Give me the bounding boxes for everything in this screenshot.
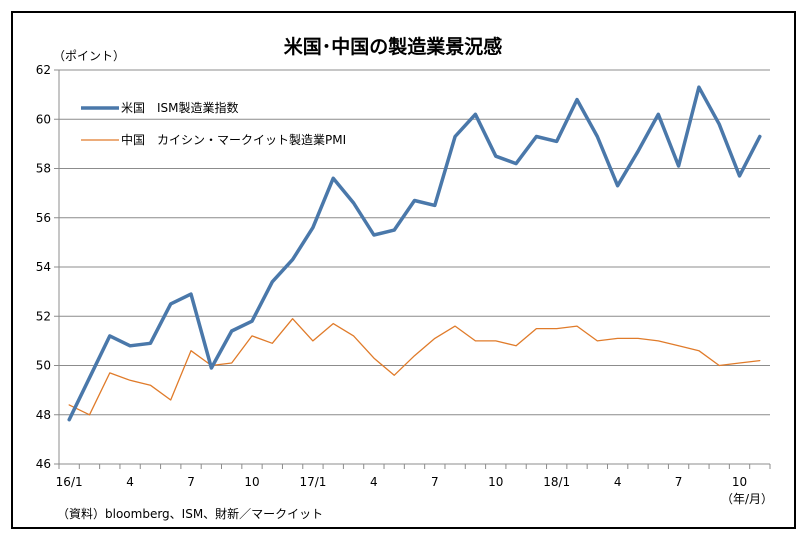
series-group (67, 85, 762, 422)
x-tick-label: 4 (614, 475, 622, 489)
y-tick-label: 48 (36, 408, 51, 422)
legend-label-us: 米国 ISM製造業指数 (121, 100, 239, 115)
y-tick-label: 50 (36, 359, 51, 373)
series-line-us-ism (67, 85, 762, 422)
source-note: （資料）bloomberg、ISM、財新／マークイット (57, 506, 323, 521)
y-axis-ticks: 46 48 50 52 54 56 58 60 62 (36, 63, 59, 471)
x-tick-label: 7 (431, 475, 439, 489)
chart-frame: 米国･中国の製造業景況感 （ポイント） （年/月） （資料）bloomberg、… (11, 11, 796, 529)
x-tick-label: 7 (187, 475, 195, 489)
x-axis-ticks: 16/1 4 7 10 17/1 4 7 10 18/1 4 7 10 (56, 464, 771, 489)
y-axis-unit-label: （ポイント） (53, 49, 125, 63)
line-chart: 米国･中国の製造業景況感 （ポイント） （年/月） （資料）bloomberg、… (36, 35, 773, 521)
y-tick-label: 46 (36, 457, 51, 471)
x-axis-unit-label: （年/月） (721, 492, 773, 506)
x-tick-label: 4 (126, 475, 134, 489)
chart-title: 米国･中国の製造業景況感 (284, 35, 503, 58)
y-tick-label: 56 (36, 211, 51, 225)
x-tick-label: 10 (244, 475, 259, 489)
x-tick-label: 17/1 (299, 475, 326, 489)
x-tick-label: 10 (488, 475, 503, 489)
x-tick-label: 16/1 (56, 475, 83, 489)
x-tick-label: 4 (370, 475, 378, 489)
x-tick-label: 18/1 (543, 475, 570, 489)
y-tick-label: 62 (36, 63, 51, 77)
y-tick-label: 52 (36, 309, 51, 323)
y-tick-label: 54 (36, 260, 51, 274)
x-tick-label: 10 (732, 475, 747, 489)
y-tick-label: 58 (36, 162, 51, 176)
legend-label-china: 中国 カイシン・マークイット製造業PMI (121, 132, 346, 147)
y-tick-label: 60 (36, 112, 51, 126)
series-line-china-caixin (68, 318, 761, 416)
legend: 米国 ISM製造業指数 中国 カイシン・マークイット製造業PMI (81, 100, 346, 147)
x-tick-label: 7 (675, 475, 683, 489)
gridlines (59, 69, 770, 416)
